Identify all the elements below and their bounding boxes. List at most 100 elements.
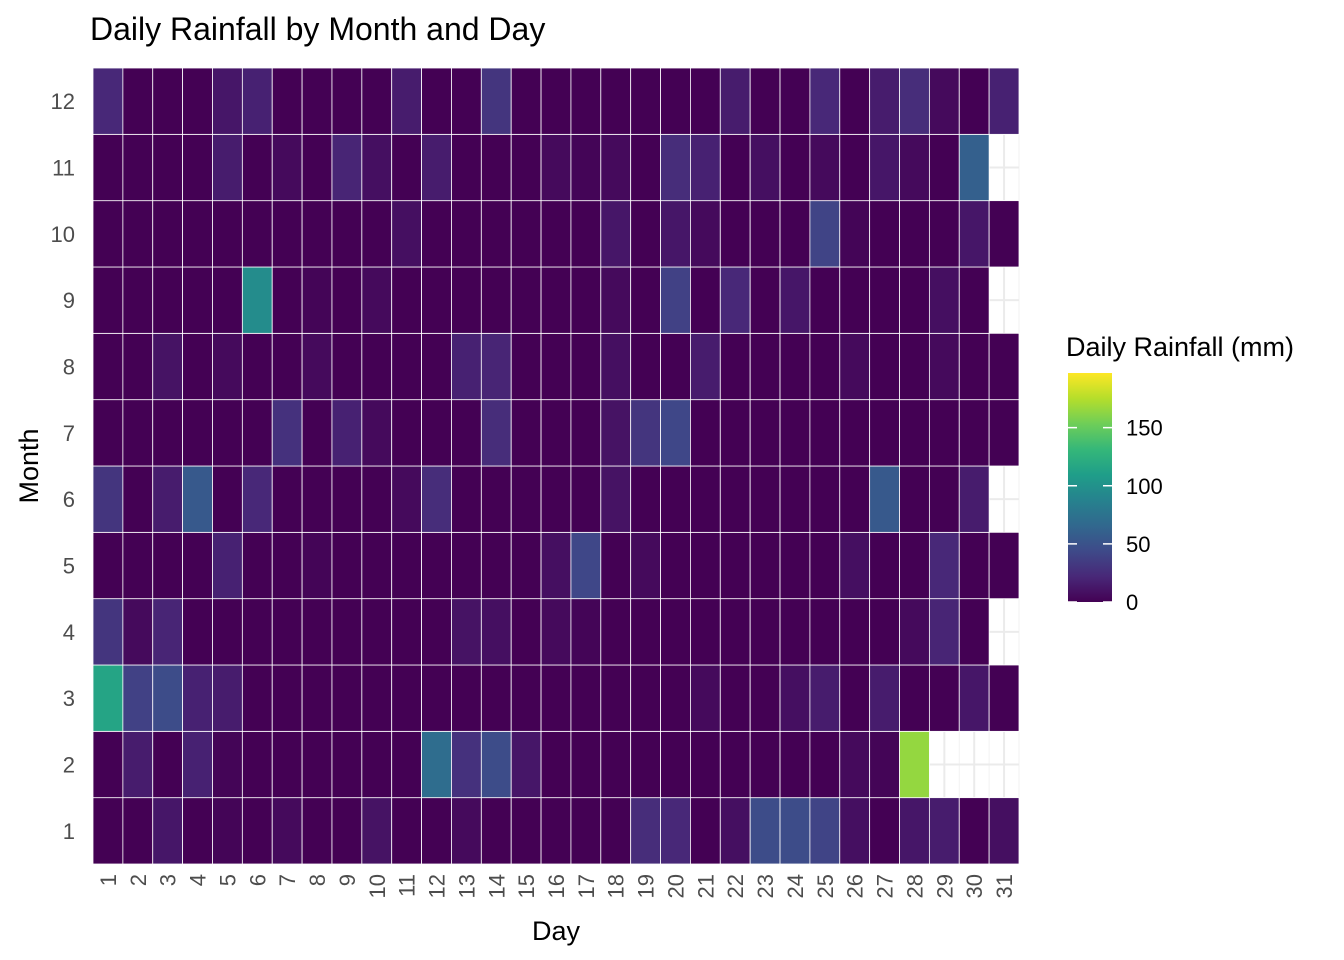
y-tick-label: 7 xyxy=(63,421,75,446)
heatmap-cell xyxy=(241,531,273,600)
heatmap-cell xyxy=(361,465,393,533)
heatmap-cell xyxy=(958,531,990,600)
heatmap-cell xyxy=(540,465,572,533)
heatmap-cell xyxy=(719,133,751,202)
y-tick-label: 10 xyxy=(51,222,75,247)
heatmap-cell xyxy=(869,399,900,467)
heatmap-cell xyxy=(361,67,393,135)
heatmap-cell xyxy=(660,200,691,268)
heatmap-cell xyxy=(749,133,781,202)
heatmap-cell xyxy=(92,730,124,799)
heatmap-cell xyxy=(839,133,871,202)
heatmap-cell xyxy=(301,266,333,334)
heatmap-cell xyxy=(958,67,990,135)
heatmap-cell xyxy=(690,465,721,533)
heatmap-cell xyxy=(869,664,900,732)
x-tick-label: 14 xyxy=(484,874,509,898)
heatmap-cell xyxy=(391,67,422,135)
heatmap-cell xyxy=(869,200,900,268)
heatmap-cell xyxy=(779,664,811,732)
x-tick-label: 16 xyxy=(544,874,569,898)
heatmap-cell xyxy=(540,730,572,799)
heatmap-cell xyxy=(152,133,184,202)
heatmap-cell xyxy=(749,531,781,600)
x-tick-label: 21 xyxy=(693,874,718,898)
heatmap-cell xyxy=(540,598,572,666)
heatmap-cell xyxy=(271,266,303,334)
heatmap-cell xyxy=(570,399,602,467)
heatmap-cell xyxy=(301,531,333,600)
heatmap-cell xyxy=(271,399,303,467)
heatmap-cell xyxy=(241,332,273,401)
heatmap-cell xyxy=(480,133,512,202)
heatmap-cell xyxy=(301,332,333,401)
x-tick-label: 17 xyxy=(574,874,599,898)
heatmap-cell xyxy=(241,664,273,732)
heatmap-cells xyxy=(92,67,1020,865)
heatmap-cell xyxy=(421,200,452,268)
heatmap-cell xyxy=(779,399,811,467)
heatmap-cell xyxy=(152,598,184,666)
heatmap-cell xyxy=(92,465,124,533)
heatmap-cell xyxy=(301,465,333,533)
heatmap-cell xyxy=(271,797,303,865)
heatmap-cell xyxy=(182,531,213,600)
heatmap-cell xyxy=(331,664,363,732)
heatmap-cell xyxy=(630,797,661,865)
heatmap-cell xyxy=(899,531,930,600)
heatmap-cell xyxy=(690,133,721,202)
heatmap-cell xyxy=(928,67,960,135)
heatmap-cell xyxy=(271,664,303,732)
heatmap-cell xyxy=(749,664,781,732)
heatmap-cell xyxy=(182,67,213,135)
heatmap-cell xyxy=(839,598,871,666)
heatmap-cell xyxy=(271,67,303,135)
heatmap-cell xyxy=(749,332,781,401)
heatmap-cell xyxy=(182,332,213,401)
heatmap-cell xyxy=(690,332,721,401)
heatmap-cell xyxy=(182,266,213,334)
heatmap-cell xyxy=(480,332,512,401)
heatmap-cell xyxy=(660,664,691,732)
heatmap-cell xyxy=(570,133,602,202)
heatmap-cell xyxy=(391,797,422,865)
heatmap-cell xyxy=(331,200,363,268)
y-tick-label: 5 xyxy=(63,554,75,579)
heatmap-cell xyxy=(540,797,572,865)
heatmap-cell xyxy=(152,531,184,600)
heatmap-cell xyxy=(630,200,661,268)
heatmap-cell xyxy=(421,797,452,865)
x-tick-label: 18 xyxy=(604,874,629,898)
heatmap-cell xyxy=(92,266,124,334)
heatmap-cell xyxy=(630,67,661,135)
heatmap-cell xyxy=(212,266,243,334)
heatmap-cell xyxy=(570,664,602,732)
heatmap-cell xyxy=(690,531,721,600)
heatmap-cell xyxy=(540,200,572,268)
heatmap-cell xyxy=(809,730,841,799)
heatmap-cell xyxy=(749,598,781,666)
heatmap-cell xyxy=(212,531,243,600)
heatmap-cell xyxy=(241,465,273,533)
heatmap-cell xyxy=(241,598,273,666)
heatmap-cell xyxy=(152,664,184,732)
x-tick-label: 7 xyxy=(275,874,300,886)
heatmap-cell xyxy=(540,133,572,202)
heatmap-cell xyxy=(660,133,691,202)
heatmap-cell xyxy=(92,664,124,732)
heatmap-cell xyxy=(839,200,871,268)
heatmap-cell xyxy=(212,332,243,401)
y-tick-label: 4 xyxy=(63,620,75,645)
heatmap-cell xyxy=(869,465,900,533)
heatmap-cell xyxy=(600,598,632,666)
heatmap-cell xyxy=(212,133,243,202)
heatmap-cell xyxy=(451,200,482,268)
heatmap-cell xyxy=(540,399,572,467)
heatmap-cell xyxy=(809,598,841,666)
heatmap-cell xyxy=(899,797,930,865)
heatmap-cell xyxy=(92,332,124,401)
heatmap-cell xyxy=(212,200,243,268)
heatmap-cell xyxy=(958,200,990,268)
heatmap-cell xyxy=(391,399,422,467)
legend-ticks: 0 50 100 150 xyxy=(1068,416,1163,615)
